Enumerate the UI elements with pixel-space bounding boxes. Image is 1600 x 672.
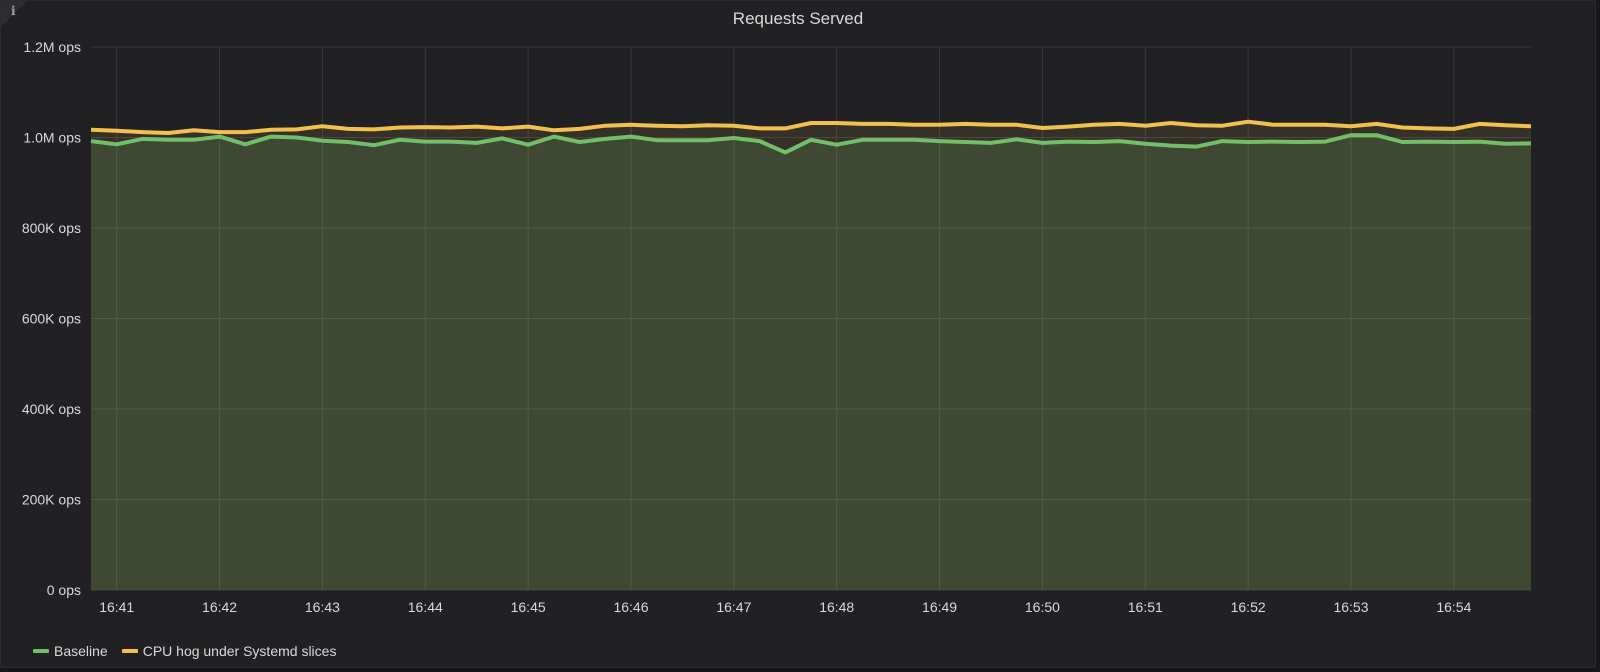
- legend-item-cpu-hog[interactable]: CPU hog under Systemd slices: [121, 643, 337, 659]
- info-icon[interactable]: i: [11, 4, 16, 18]
- line-cpu-hog[interactable]: [90, 119, 1532, 135]
- y-tick-label: 600K ops: [22, 311, 81, 327]
- line-baseline[interactable]: [90, 133, 1532, 155]
- legend-label-baseline: Baseline: [54, 643, 108, 659]
- legend-item-baseline[interactable]: Baseline: [33, 643, 108, 659]
- x-tick-label: 16:45: [511, 599, 546, 615]
- x-tick-label: 16:49: [922, 599, 957, 615]
- series-areas: [91, 121, 1531, 590]
- x-tick-label: 16:43: [305, 599, 340, 615]
- y-tick-label: 400K ops: [22, 401, 81, 417]
- area-baseline: [91, 135, 1531, 590]
- y-axis-ticks: 0 ops 200K ops 400K ops 600K ops 800K ops 1.0…: [22, 39, 81, 598]
- chart-area[interactable]: 0 ops 200K ops 400K ops 600K ops 800K ops 1.0…: [1, 1, 1595, 641]
- x-tick-label: 16:47: [716, 599, 751, 615]
- x-tick-label: 16:42: [202, 599, 237, 615]
- x-tick-label: 16:46: [613, 599, 648, 615]
- legend-swatch-baseline: [33, 649, 49, 653]
- y-tick-label: 0 ops: [47, 582, 81, 598]
- legend-swatch-cpu-hog: [121, 649, 138, 653]
- x-tick-label: 16:51: [1128, 599, 1163, 615]
- panel-title[interactable]: Requests Served: [732, 9, 864, 28]
- x-tick-label: 16:50: [1025, 599, 1060, 615]
- x-tick-label: 16:54: [1436, 599, 1471, 615]
- y-tick-label: 1.2M ops: [23, 39, 81, 55]
- x-tick-label: 16:48: [819, 599, 854, 615]
- area-cpu-hog: [91, 121, 1531, 590]
- x-tick-label: 16:53: [1333, 599, 1368, 615]
- series-lines: [90, 119, 1532, 155]
- x-tick-label: 16:44: [408, 599, 443, 615]
- grid-lines: [91, 46, 1531, 591]
- x-tick-label: 16:41: [99, 599, 134, 615]
- y-tick-label: 1.0M ops: [23, 130, 81, 146]
- y-tick-label: 800K ops: [22, 220, 81, 236]
- legend: Baseline CPU hog under Systemd slices: [33, 643, 336, 659]
- x-axis-ticks: 16:41 16:42 16:43 16:44 16:45 16:46 16:47 16:48…: [99, 599, 1471, 615]
- panel-info-corner[interactable]: [1, 1, 27, 27]
- x-tick-label: 16:52: [1231, 599, 1266, 615]
- y-tick-label: 200K ops: [22, 492, 81, 508]
- legend-label-cpu-hog: CPU hog under Systemd slices: [142, 643, 337, 659]
